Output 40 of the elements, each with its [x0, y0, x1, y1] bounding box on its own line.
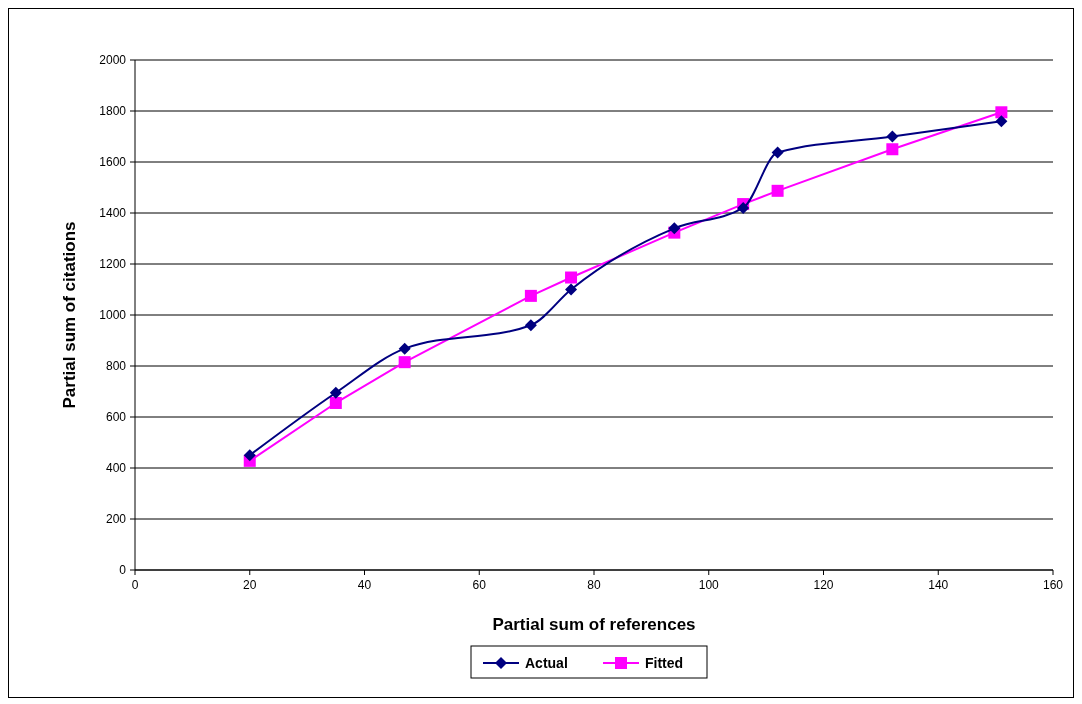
- x-tick-label: 20: [243, 578, 257, 592]
- x-tick-label: 160: [1042, 578, 1064, 592]
- y-tick-label: 600: [105, 410, 127, 424]
- point: [771, 146, 784, 159]
- y-axis-title: Partial sum of citations: [60, 221, 79, 409]
- point: [398, 342, 411, 355]
- y-tick-label: 0: [119, 563, 127, 577]
- point: [243, 449, 256, 462]
- x-tick-label: 100: [698, 578, 720, 592]
- x-tick-label: 40: [357, 578, 372, 592]
- point: [329, 396, 342, 409]
- y-tick-label: 1600: [99, 155, 127, 169]
- point: [565, 271, 578, 284]
- x-axis-title: Partial sum of references: [492, 615, 696, 634]
- point: [565, 283, 578, 296]
- y-tick-label: 1000: [99, 308, 127, 322]
- x-tick-label: 80: [587, 578, 601, 592]
- y-tick-label: 800: [105, 359, 127, 373]
- point: [398, 356, 411, 369]
- point: [524, 319, 537, 332]
- y-tick-label: 1200: [99, 257, 127, 271]
- x-tick-label: 0: [131, 578, 139, 592]
- legend-label: Actual: [525, 655, 568, 671]
- y-tick-label: 200: [105, 512, 127, 526]
- legend-label: Fitted: [645, 655, 684, 671]
- x-tick-label: 140: [928, 578, 949, 592]
- point: [771, 184, 784, 197]
- x-tick-label: 120: [813, 578, 834, 592]
- point: [995, 106, 1008, 119]
- point: [524, 289, 537, 302]
- y-tick-label: 2000: [99, 53, 127, 67]
- point: [886, 143, 899, 156]
- y-tick-label: 1800: [99, 104, 127, 118]
- point: [668, 222, 681, 235]
- point: [329, 386, 342, 399]
- point: [995, 115, 1008, 128]
- y-tick-label: 1400: [99, 206, 127, 220]
- x-tick-label: 60: [472, 578, 487, 592]
- point: [886, 130, 899, 143]
- y-tick-label: 400: [105, 461, 127, 475]
